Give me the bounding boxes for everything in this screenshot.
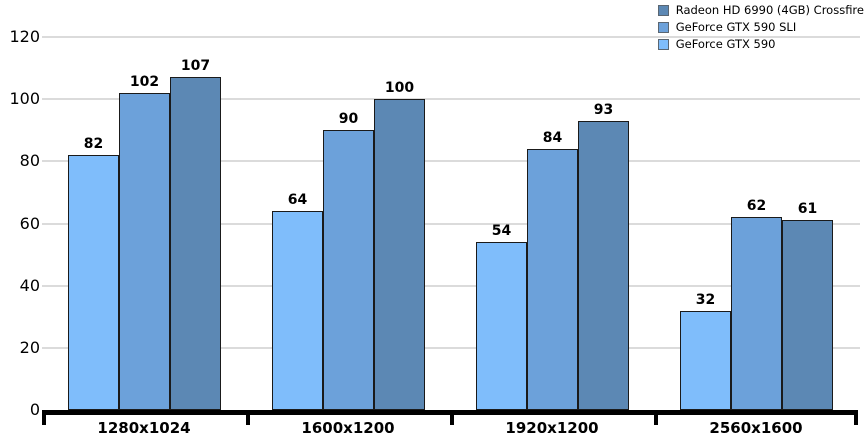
bar-1920x1200-radeon-hd-6990-4gb-crossfire bbox=[578, 121, 629, 410]
bar-1280x1024-radeon-hd-6990-4gb-crossfire bbox=[170, 77, 221, 410]
bar-value-label: 32 bbox=[695, 292, 716, 308]
x-axis-category-label: 1600x1200 bbox=[301, 419, 395, 437]
x-axis-tick bbox=[42, 410, 46, 425]
bar-1280x1024-geforce-gtx-590 bbox=[68, 155, 119, 410]
x-axis-category-label: 1920x1200 bbox=[505, 419, 599, 437]
legend-row: GeForce GTX 590 bbox=[657, 37, 864, 51]
x-axis-tick bbox=[854, 410, 858, 425]
bar-value-label: 93 bbox=[593, 102, 614, 118]
gridline-60 bbox=[42, 223, 860, 225]
gridline-80 bbox=[42, 160, 860, 162]
legend-swatch-icon bbox=[657, 21, 669, 33]
bar-value-label: 100 bbox=[384, 80, 415, 96]
bar-value-label: 62 bbox=[746, 198, 767, 214]
y-axis-tick-label: 20 bbox=[19, 338, 40, 357]
y-axis-tick-label: 120 bbox=[9, 27, 40, 46]
y-axis-tick-label: 60 bbox=[19, 214, 40, 233]
legend-swatch-icon bbox=[657, 38, 669, 50]
bar-value-label: 54 bbox=[491, 223, 512, 239]
y-axis-tick-label: 40 bbox=[19, 276, 40, 295]
bar-1600x1200-geforce-gtx-590 bbox=[272, 211, 323, 410]
bar-1280x1024-geforce-gtx-590-sli bbox=[119, 93, 170, 410]
y-axis-tick-label: 0 bbox=[29, 400, 40, 419]
x-axis-category-label: 1280x1024 bbox=[97, 419, 191, 437]
bar-value-label: 64 bbox=[287, 192, 308, 208]
gridline-120 bbox=[42, 36, 860, 38]
legend: Radeon HD 6990 (4GB) Crossfire GeForce GT… bbox=[657, 3, 864, 51]
bar-2560x1600-geforce-gtx-590-sli bbox=[731, 217, 782, 410]
x-axis-tick bbox=[246, 410, 250, 425]
bar-2560x1600-geforce-gtx-590 bbox=[680, 311, 731, 410]
y-axis-tick-label: 80 bbox=[19, 151, 40, 170]
bar-1600x1200-radeon-hd-6990-4gb-crossfire bbox=[374, 99, 425, 410]
x-axis-tick bbox=[654, 410, 658, 425]
bar-value-label: 84 bbox=[542, 130, 563, 146]
gridline-40 bbox=[42, 285, 860, 287]
bar-1600x1200-geforce-gtx-590-sli bbox=[323, 130, 374, 410]
y-axis-tick-label: 100 bbox=[9, 89, 40, 108]
bar-1920x1200-geforce-gtx-590-sli bbox=[527, 149, 578, 410]
bar-value-label: 107 bbox=[180, 58, 211, 74]
bar-value-label: 102 bbox=[129, 74, 160, 90]
gridline-20 bbox=[42, 347, 860, 349]
legend-row: Radeon HD 6990 (4GB) Crossfire bbox=[657, 3, 864, 17]
bar-2560x1600-radeon-hd-6990-4gb-crossfire bbox=[782, 220, 833, 410]
x-axis-tick bbox=[450, 410, 454, 425]
legend-row: GeForce GTX 590 SLI bbox=[657, 20, 864, 34]
legend-label: GeForce GTX 590 bbox=[675, 37, 776, 51]
bar-value-label: 90 bbox=[338, 111, 359, 127]
legend-label: GeForce GTX 590 SLI bbox=[675, 20, 797, 34]
legend-swatch-icon bbox=[657, 4, 669, 16]
x-axis-category-label: 2560x1600 bbox=[709, 419, 803, 437]
legend-label: Radeon HD 6990 (4GB) Crossfire bbox=[675, 3, 864, 17]
bar-value-label: 82 bbox=[83, 136, 104, 152]
gridline-100 bbox=[42, 98, 860, 100]
bar-value-label: 61 bbox=[797, 201, 818, 217]
bar-1920x1200-geforce-gtx-590 bbox=[476, 242, 527, 410]
